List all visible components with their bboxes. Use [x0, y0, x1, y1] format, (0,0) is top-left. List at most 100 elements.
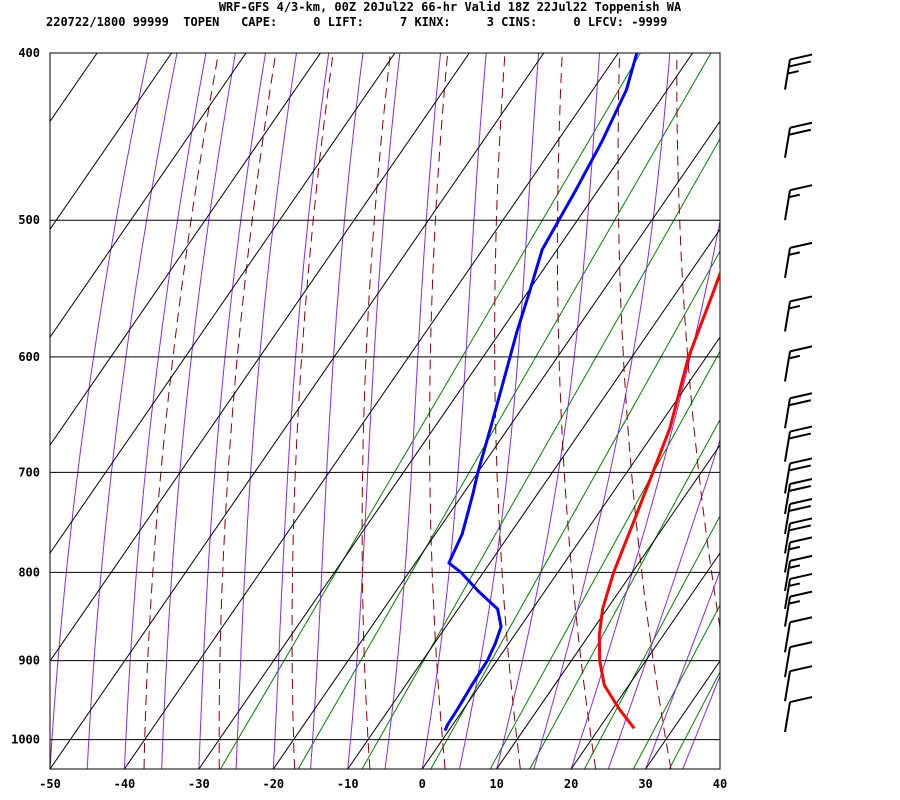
mixing-ratio-line — [583, 515, 720, 769]
wind-barb-flag — [789, 497, 813, 505]
isotherm-line — [50, 53, 545, 769]
plot-frame — [49, 52, 721, 770]
moist-adiabat-line — [719, 767, 720, 769]
wind-barb-staff — [784, 523, 791, 554]
mixing-ratio-line — [489, 350, 720, 769]
moist-adiabat-line — [533, 53, 671, 769]
wind-barb — [784, 517, 813, 554]
isotherm-line — [50, 53, 321, 447]
moist-adiabat-line — [458, 53, 540, 769]
wind-barb-staff — [784, 596, 791, 627]
wind-barb-staff — [784, 701, 791, 733]
x-tick-label: 20 — [564, 777, 578, 791]
wind-barb-flag — [789, 184, 813, 192]
moist-adiabat-line — [50, 53, 149, 769]
wind-barb-half-flag — [788, 304, 801, 310]
isotherm-line — [347, 228, 720, 769]
x-axis-ticks: -50 -40 -30 -20 -10 0 10 20 30 40 — [39, 777, 727, 791]
isotherm-line — [50, 53, 470, 662]
moist-adiabat-line — [272, 53, 330, 769]
mixing-ratio-line — [668, 670, 720, 769]
x-tick-label: -20 — [262, 777, 284, 791]
wind-barb — [784, 665, 813, 702]
wind-barb-half-flag — [788, 600, 801, 605]
y-tick-label: 600 — [18, 350, 40, 364]
wind-barb-half-flag — [788, 193, 801, 199]
moist-adiabat-line — [123, 53, 207, 769]
wind-barb-flag — [788, 524, 812, 532]
wind-barb — [784, 53, 813, 90]
x-tick-label: -10 — [337, 777, 359, 791]
wind-barb-staff — [784, 542, 791, 573]
x-tick-label: 40 — [713, 777, 727, 791]
y-tick-label: 700 — [18, 465, 40, 479]
dry-adiabat-line — [494, 53, 521, 769]
moist-adiabat-line — [645, 569, 720, 769]
wind-barb — [784, 295, 813, 332]
wind-barb-flag — [789, 517, 813, 525]
wind-barb — [784, 425, 813, 462]
moist-adiabat-line — [570, 218, 720, 769]
wind-barb-staff — [784, 671, 791, 702]
moist-adiabat-line — [310, 53, 364, 769]
wind-barb — [784, 641, 813, 678]
y-axis-ticks: 400 500 600 700 800 900 1000 — [11, 46, 40, 747]
dry-adiabat-line — [848, 34, 900, 769]
moist-adiabat-line — [607, 438, 720, 769]
x-tick-label: 0 — [419, 777, 426, 791]
wind-barb — [784, 572, 813, 610]
wind-barb — [784, 696, 813, 733]
wind-barb — [784, 345, 813, 382]
dry-adiabat-line — [218, 53, 277, 769]
x-tick-label: 10 — [489, 777, 503, 791]
isotherm-line — [645, 660, 720, 769]
wind-barb-flag — [789, 121, 813, 129]
wind-barb-half-flag — [788, 251, 801, 256]
wind-barb-flag — [789, 345, 813, 353]
x-tick-label: -30 — [188, 777, 210, 791]
moist-adiabat-line — [161, 53, 236, 769]
wind-barb-flag — [789, 478, 813, 485]
data-lines — [443, 53, 720, 732]
wind-barb-flag — [789, 616, 813, 624]
wind-barb-flag — [789, 536, 813, 544]
moist-adiabat-line — [496, 53, 601, 769]
wind-barb-flag — [789, 392, 813, 400]
temperature-line — [597, 269, 720, 730]
wind-barb-staff — [784, 503, 791, 535]
wind-barb-flag — [789, 696, 813, 704]
sounding-stats: 220722/1800 99999 TOPEN CAPE: 0 LIFT: 7 … — [46, 15, 668, 29]
chart-title: WRF-GFS 4/3-km, 00Z 20Jul22 66-hr Valid … — [218, 0, 682, 14]
wind-barb-staff — [784, 59, 791, 90]
wind-barb-flag — [789, 572, 813, 580]
wind-barb-flag — [789, 457, 813, 465]
moist-adiabat-line — [384, 53, 442, 769]
dry-adiabat-line — [429, 53, 449, 769]
wind-barb-flag — [789, 425, 813, 433]
dry-adiabat-line — [617, 53, 672, 769]
wind-barb-half-flag — [788, 564, 801, 569]
mixing-ratio-line — [529, 418, 720, 769]
wind-barb-staff — [784, 127, 791, 158]
wind-barb-staff — [784, 646, 791, 678]
wind-barb — [784, 616, 813, 653]
isotherm-line — [421, 336, 720, 769]
wind-barb — [784, 241, 813, 279]
wind-barb-staff — [784, 483, 791, 515]
dry-adiabat-line — [556, 53, 597, 769]
wind-barb-flag — [788, 464, 812, 472]
wind-barb — [784, 478, 813, 515]
x-tick-label: -50 — [39, 777, 61, 791]
mixing-ratio-line — [297, 53, 712, 769]
dewpoint-line — [443, 53, 639, 732]
wind-barb-staff — [784, 431, 791, 462]
mixing-ratio-line — [361, 137, 720, 769]
wind-barb-flag — [788, 399, 812, 407]
wind-barb-flag — [789, 554, 813, 562]
wind-barb — [784, 457, 813, 494]
grid — [50, 53, 720, 769]
wind-barb-staff — [784, 463, 791, 494]
y-tick-label: 400 — [18, 46, 40, 60]
isotherm-line — [50, 53, 396, 554]
wind-barb-flag — [788, 128, 812, 136]
